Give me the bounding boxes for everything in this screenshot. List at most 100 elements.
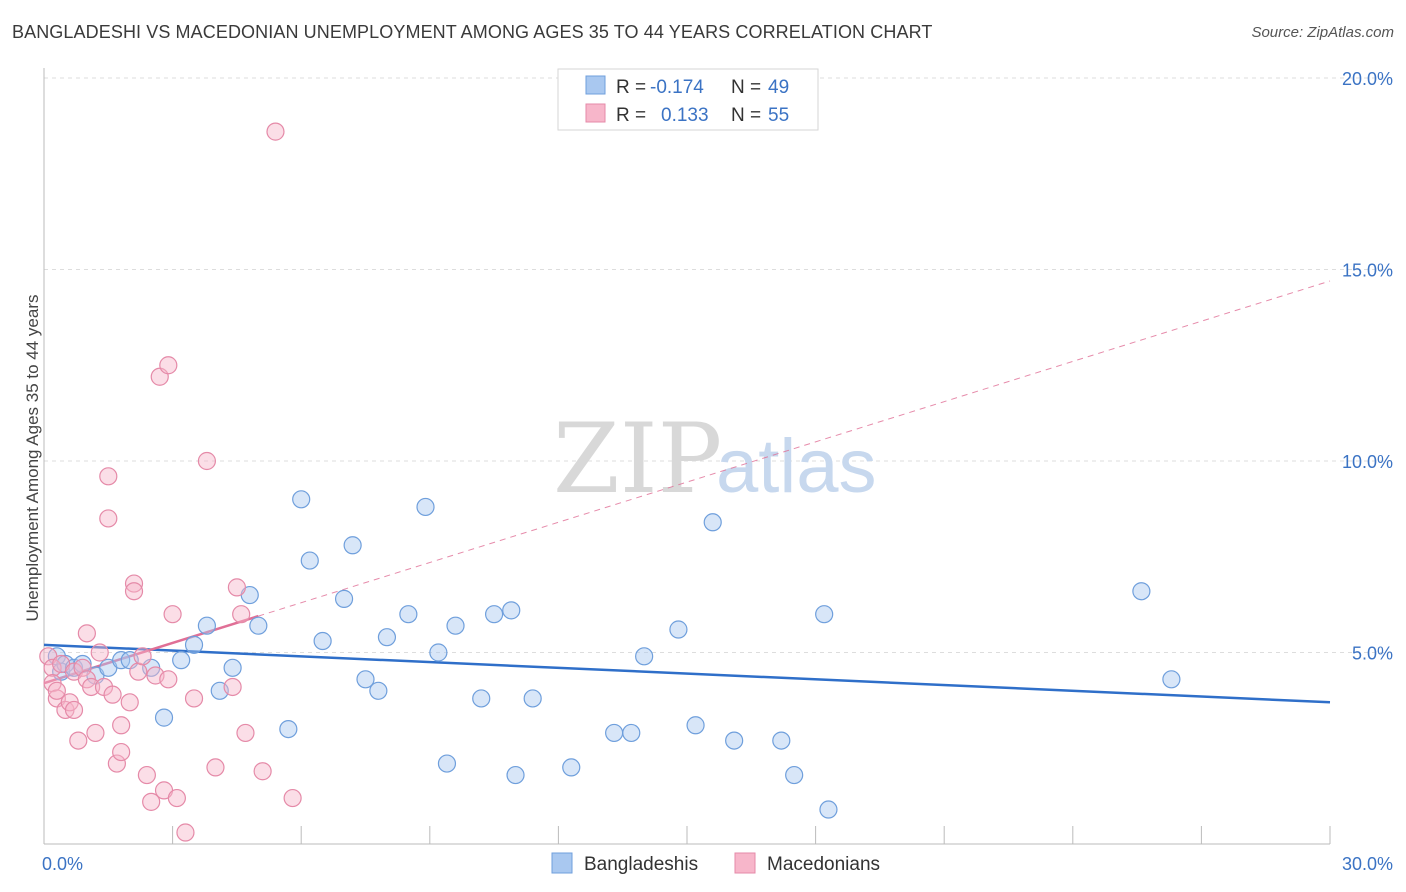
y-tick-labels: 5.0% 10.0% 15.0% 20.0% <box>1342 69 1393 664</box>
data-point-blue <box>622 723 641 743</box>
data-point-blue <box>369 681 388 700</box>
data-point-blue <box>523 689 542 708</box>
data-point-blue <box>334 589 354 608</box>
gridlines <box>44 77 1392 653</box>
data-point-pink <box>99 509 118 528</box>
data-point-blue <box>562 758 581 777</box>
data-point-pink <box>163 605 182 624</box>
data-point-pink <box>103 685 122 704</box>
data-point-pink <box>176 823 195 842</box>
data-point-pink <box>129 662 148 681</box>
data-point-blue <box>725 731 744 750</box>
x-tick-label: 30.0% <box>1342 854 1393 874</box>
data-point-pink <box>266 122 285 141</box>
data-point-blue <box>686 716 705 735</box>
bottom-legend-swatch-blue <box>551 852 573 874</box>
legend-r-label: R = <box>616 105 646 126</box>
bottom-legend-label: Bangladeshis <box>584 854 698 875</box>
data-point-pink <box>223 677 242 697</box>
data-point-blue <box>703 513 722 532</box>
legend-swatch-pink <box>585 103 606 123</box>
data-point-pink <box>112 716 131 735</box>
y-axis-label: Unemployment Among Ages 35 to 44 years <box>23 295 42 622</box>
data-point-blue <box>429 643 448 662</box>
axes <box>43 68 1331 845</box>
data-point-pink <box>197 451 216 471</box>
trend-line-pink-dashed <box>258 280 1331 617</box>
data-point-blue <box>772 731 791 750</box>
y-tick-label: 15.0% <box>1342 261 1393 281</box>
trend-line-blue <box>43 643 1331 704</box>
data-point-blue <box>472 689 491 708</box>
data-point-blue <box>815 605 834 624</box>
data-point-pink <box>86 723 105 743</box>
data-point-blue <box>356 670 375 689</box>
data-point-blue <box>399 605 418 624</box>
legend-r-value: 0.133 <box>661 105 709 126</box>
chart-title: BANGLADESHI VS MACEDONIAN UNEMPLOYMENT A… <box>12 22 933 42</box>
data-point-blue <box>785 765 804 785</box>
data-point-blue <box>313 631 332 651</box>
data-point-pink <box>124 582 144 601</box>
data-point-pink <box>69 731 88 750</box>
data-point-blue <box>292 490 311 509</box>
y-tick-label: 5.0% <box>1352 644 1393 664</box>
data-point-blue <box>249 616 268 635</box>
data-point-pink <box>206 758 225 777</box>
data-point-blue <box>446 616 465 635</box>
data-point-blue <box>197 616 216 635</box>
data-point-pink <box>73 658 92 677</box>
data-point-pink <box>232 605 251 624</box>
data-point-pink <box>227 578 246 597</box>
data-point-pink <box>142 792 161 811</box>
data-point-blue <box>377 628 397 647</box>
data-point-pink <box>236 723 255 743</box>
data-point-blue <box>343 536 362 555</box>
bottom-legend-label: Macedonians <box>767 854 880 875</box>
data-point-blue <box>416 497 435 517</box>
data-point-pink <box>107 754 126 773</box>
data-point-pink <box>283 788 302 808</box>
watermark-zip: ZIP <box>553 403 722 515</box>
data-point-blue <box>635 647 654 666</box>
data-point-blue <box>485 605 504 624</box>
data-point-pink <box>112 742 131 762</box>
data-point-pink <box>90 643 109 662</box>
data-point-pink <box>99 467 118 486</box>
data-point-blue <box>669 620 688 639</box>
legend-box: R = -0.174 N = 49 R = 0.133 N = 55 <box>557 68 819 131</box>
source-label: Source: ZipAtlas.com <box>1251 24 1394 41</box>
data-point-blue <box>502 601 521 620</box>
legend-swatch-blue <box>585 75 606 95</box>
data-point-pink <box>77 624 96 643</box>
data-point-pink <box>120 693 139 712</box>
y-tick-label: 20.0% <box>1342 69 1393 89</box>
legend-n-value: 55 <box>768 105 789 126</box>
data-point-blue <box>154 708 174 727</box>
bottom-legend: Bangladeshis Macedonians <box>551 852 880 875</box>
data-point-pink <box>137 765 156 785</box>
data-point-blue <box>437 754 457 773</box>
data-point-pink <box>82 677 101 697</box>
data-point-pink <box>47 681 66 700</box>
data-point-blue <box>172 651 191 670</box>
legend-r-label: R = <box>616 77 646 98</box>
data-point-pink <box>159 356 178 375</box>
x-tick-labels: 0.0% 30.0% <box>42 854 1393 874</box>
data-point-pink <box>64 700 84 720</box>
y-tick-label: 10.0% <box>1342 452 1393 472</box>
bottom-legend-swatch-pink <box>734 852 756 874</box>
data-point-pink <box>167 788 186 808</box>
data-point-blue <box>223 658 242 677</box>
legend-n-value: 49 <box>768 77 789 98</box>
data-point-blue <box>184 635 204 654</box>
data-point-blue <box>279 719 298 739</box>
legend-n-label: N = <box>731 105 761 126</box>
data-point-pink <box>133 647 152 666</box>
x-tick-label: 0.0% <box>42 854 83 874</box>
watermark-atlas: atlas <box>716 424 877 509</box>
data-point-blue <box>506 765 525 785</box>
data-point-blue <box>1162 670 1181 689</box>
data-point-pink <box>253 762 272 781</box>
